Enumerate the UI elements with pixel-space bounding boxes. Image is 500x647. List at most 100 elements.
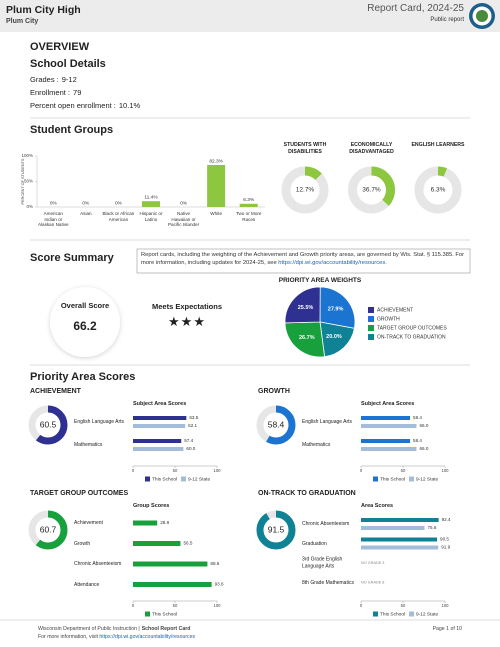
bar-value: 66.0 xyxy=(419,446,428,451)
row-label: Attendance xyxy=(74,581,100,588)
bar-value: 56.5 xyxy=(183,541,192,546)
bar xyxy=(361,545,439,550)
row-label: English Language Arts xyxy=(302,418,353,425)
legend-label: 9-12 State xyxy=(416,611,438,617)
row-label: English Language Arts xyxy=(74,418,125,425)
pie-slice xyxy=(284,286,321,324)
bar-value: 57.4 xyxy=(184,438,193,443)
y-axis-label: PERCENT OF STUDENTS xyxy=(21,158,25,204)
legend-swatch xyxy=(368,307,374,313)
note-box xyxy=(136,248,471,274)
subsection-title: School Details xyxy=(30,58,106,70)
donut-title: ECONOMICALLY DISADVANTAGED xyxy=(349,142,394,156)
detail-line: Grades :9-12 xyxy=(30,75,77,84)
row-note: NO GRADE 8 xyxy=(361,581,384,585)
report-audience: Public report xyxy=(430,17,464,23)
legend-swatch xyxy=(145,476,150,482)
bar xyxy=(361,439,411,443)
legend-label: This School xyxy=(152,476,177,482)
legend-label: This School xyxy=(380,476,405,482)
value-label: 0% xyxy=(82,200,90,206)
logo-core xyxy=(476,10,488,22)
row-label: Chronic Absenteeism xyxy=(74,560,122,567)
y-tick-label: 0% xyxy=(26,204,33,209)
category-label: Native Hawaiian or Pacific Islander xyxy=(167,211,200,228)
legend-swatch xyxy=(181,476,186,482)
row-label: Mathematics xyxy=(302,441,331,448)
footer-line: For more information, visit https://dpi.… xyxy=(38,634,195,640)
x-tick-label: 50 xyxy=(401,468,406,473)
donut-title: ENGLISH LEARNERS xyxy=(411,142,465,148)
pie-label: 25.5% xyxy=(298,305,314,311)
category-label: White xyxy=(210,211,223,216)
bar-value: 92.4 xyxy=(442,517,451,522)
bar xyxy=(361,424,417,428)
legend-label: This School xyxy=(380,611,405,617)
legend-swatch xyxy=(368,334,374,340)
detail-label: Grades : xyxy=(30,75,59,84)
panel-title: GROWTH xyxy=(258,388,290,395)
bar xyxy=(361,447,417,451)
note-link[interactable]: https://dpi.wi.gov/accountability/resour… xyxy=(278,260,387,267)
donut-arc xyxy=(414,166,462,214)
district-name: Plum City xyxy=(6,18,39,25)
legend-swatch xyxy=(368,325,374,331)
bar-value: 66.0 xyxy=(419,423,428,428)
panel-title: ON-TRACK TO GRADUATION xyxy=(258,490,356,497)
donut-title: STUDENTS WITH DISABILITIES xyxy=(283,142,327,156)
panel-score: 60.7 xyxy=(40,524,57,534)
x-tick-label: 50 xyxy=(173,468,178,473)
value-label: 0% xyxy=(115,200,123,206)
pie-label: 27.9% xyxy=(328,306,344,312)
x-tick-label: 100 xyxy=(442,468,450,473)
x-tick-label: 50 xyxy=(173,603,178,608)
legend-label: ACHIEVEMENT xyxy=(377,307,413,313)
value-label: 0% xyxy=(180,200,188,206)
detail-line: Enrollment :79 xyxy=(30,88,81,97)
footer-more: For more information, visit xyxy=(38,634,100,640)
legend-label: TARGET GROUP OUTCOMES xyxy=(377,325,447,331)
donut-arc xyxy=(28,405,68,445)
row-label: 8th Grade Mathematics xyxy=(302,579,354,586)
note: Report cards, including the weighting of… xyxy=(141,251,467,268)
bar-value: 91.9 xyxy=(441,545,450,550)
row-label: Graduation xyxy=(302,540,327,547)
legend-swatch xyxy=(409,611,414,617)
chart-title: Area Scores xyxy=(361,503,394,509)
rating-stars: ★★★ xyxy=(168,314,206,329)
school-name: Plum City High xyxy=(6,4,81,16)
donut-arc xyxy=(281,166,329,214)
value-label: 82.3% xyxy=(209,158,223,164)
detail-line: Percent open enrollment :10.1% xyxy=(30,101,140,110)
x-tick-label: 50 xyxy=(401,603,406,608)
category-label: Black or African American xyxy=(102,211,135,222)
bar xyxy=(133,447,184,451)
row-label: Chronic Absenteeism xyxy=(302,520,350,527)
bar-value: 60.0 xyxy=(186,446,195,451)
x-tick-label: 0 xyxy=(360,603,363,608)
x-tick-label: 100 xyxy=(214,603,222,608)
legend-label: 9-12 State xyxy=(416,476,438,482)
section-title: OVERVIEW xyxy=(30,41,90,53)
row-label: Mathematics xyxy=(74,441,103,448)
pie-title: PRIORITY AREA WEIGHTS xyxy=(278,277,362,284)
value-label: 0% xyxy=(50,200,58,206)
page-number: Page 1 of 10 xyxy=(432,626,462,632)
bar-value: 93.6 xyxy=(215,582,224,587)
header-band xyxy=(0,0,500,32)
bar xyxy=(133,520,158,526)
donut-value: 36.7% xyxy=(362,187,381,194)
bar xyxy=(361,518,439,522)
x-tick-label: 100 xyxy=(442,603,450,608)
panel-score: 58.4 xyxy=(268,419,285,429)
row-label: Growth xyxy=(74,540,91,547)
bar-value: 28.8 xyxy=(160,520,169,525)
bar xyxy=(133,541,181,546)
detail-value: 79 xyxy=(73,88,82,97)
donut-arc xyxy=(348,166,395,214)
footer-org: Wisconsin Department of Public Instructi… xyxy=(38,626,140,632)
footer-link[interactable]: https://dpi.wi.gov/accountability/resour… xyxy=(99,634,196,640)
value-label: 11.4% xyxy=(144,194,158,200)
